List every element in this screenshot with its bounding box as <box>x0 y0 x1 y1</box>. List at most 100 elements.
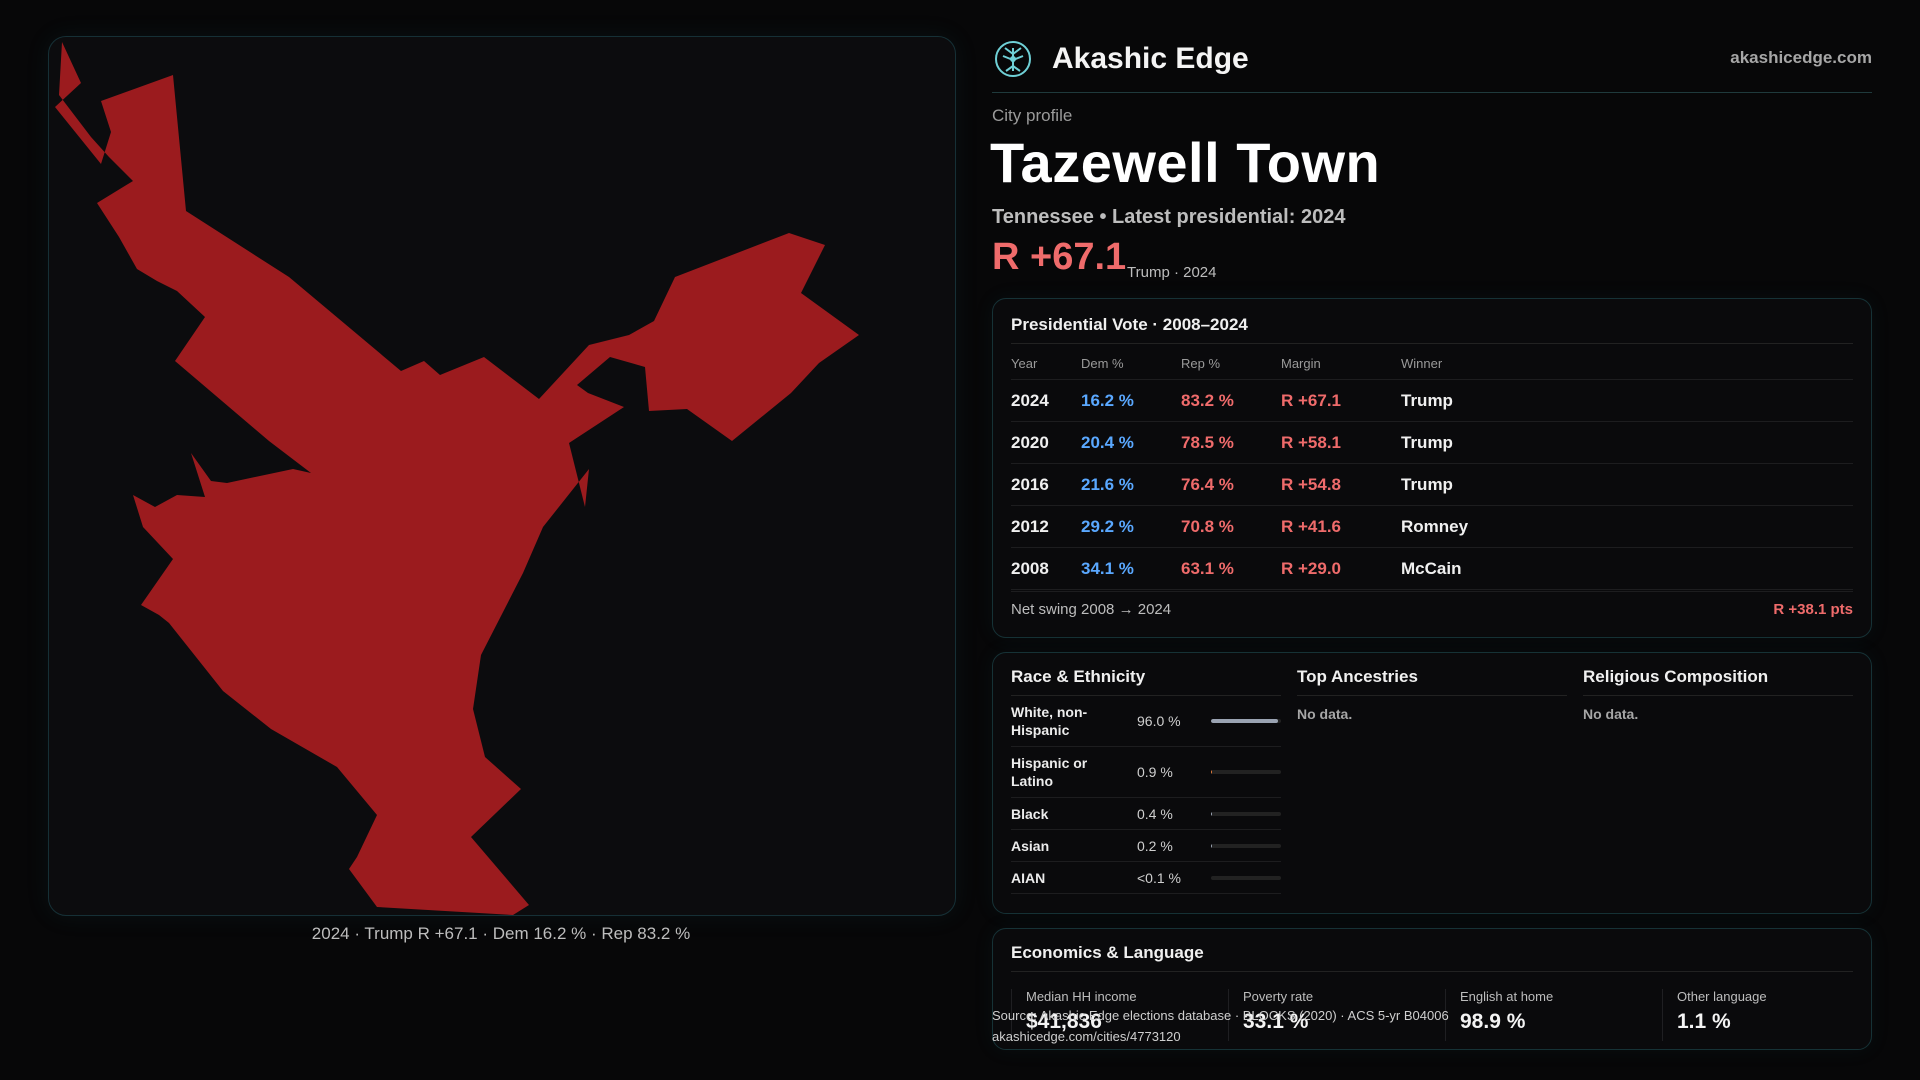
stat-value: 33.1 % <box>1243 1010 1309 1033</box>
cell-margin: R +58.1 <box>1281 421 1401 464</box>
stat-poverty-rate: Poverty rate 33.1 % <box>1228 989 1443 1041</box>
table-row: 2020 20.4 % 78.5 % R +58.1 Trump <box>1011 421 1853 464</box>
cell-winner: McCain <box>1401 547 1853 590</box>
cell-rep: 78.5 % <box>1181 421 1281 464</box>
stat-label: Poverty rate <box>1243 989 1314 1004</box>
race-row: White, non-Hispanic 96.0 % <box>1011 696 1281 747</box>
table-row: 2012 29.2 % 70.8 % R +41.6 Romney <box>1011 505 1853 548</box>
race-row: Hispanic or Latino 0.9 % <box>1011 747 1281 798</box>
cell-rep: 76.4 % <box>1181 463 1281 506</box>
cell-dem: 16.2 % <box>1081 379 1181 422</box>
stat-label: English at home <box>1460 989 1554 1004</box>
race-row: Black 0.4 % <box>1011 798 1281 830</box>
stat-english-home: English at home 98.9 % <box>1445 989 1660 1041</box>
cell-margin: R +67.1 <box>1281 379 1401 422</box>
page-title: Tazewell Town <box>990 131 1381 194</box>
race-row: AIAN <0.1 % <box>1011 862 1281 894</box>
profile-eyebrow: City profile <box>992 106 1073 125</box>
divider <box>1011 971 1853 972</box>
divider <box>1011 343 1853 344</box>
presidential-vote-card: Presidential Vote · 2008–2024 Year Dem %… <box>992 298 1872 638</box>
stat-value: $41,836 <box>1026 1010 1102 1033</box>
race-bar <box>1211 843 1281 848</box>
stat-label: Median HH income <box>1026 989 1137 1004</box>
cell-dem: 21.6 % <box>1081 463 1181 506</box>
race-bar-fill <box>1211 843 1213 848</box>
cell-rep: 70.8 % <box>1181 505 1281 548</box>
race-ethnicity-section: Race & Ethnicity White, non-Hispanic 96.… <box>1011 667 1281 894</box>
race-bar <box>1211 875 1281 880</box>
race-label: Asian <box>1011 837 1050 854</box>
tree-of-life-icon <box>995 41 1031 77</box>
brand-name: Akashic Edge <box>1052 42 1249 75</box>
race-value: 0.9 % <box>1137 764 1173 780</box>
race-section-title: Race & Ethnicity <box>1011 667 1281 696</box>
economics-title: Economics & Language <box>1011 943 1204 962</box>
race-value: 0.2 % <box>1137 837 1173 854</box>
map-caption: 2024 · Trump R +67.1 · Dem 16.2 % · Rep … <box>311 924 691 943</box>
cell-dem: 20.4 % <box>1081 421 1181 464</box>
race-label: AIAN <box>1011 869 1046 886</box>
race-bar <box>1211 719 1281 723</box>
cell-winner: Romney <box>1401 505 1853 548</box>
cell-margin: R +54.8 <box>1281 463 1401 506</box>
stat-other-language: Other language 1.1 % <box>1662 989 1877 1041</box>
race-value: 0.4 % <box>1137 805 1173 822</box>
race-bar-fill <box>1211 770 1213 774</box>
race-value: <0.1 % <box>1137 869 1181 886</box>
cell-year: 2012 <box>1011 505 1081 548</box>
cell-winner: Trump <box>1401 421 1853 464</box>
page-subtitle: Tennessee • Latest presidential: 2024 <box>992 206 1346 228</box>
race-value: 96.0 % <box>1137 713 1181 729</box>
header-margin: Margin <box>1281 347 1401 380</box>
vote-table: Year Dem % Rep % Margin Winner 2024 16.2… <box>1011 347 1853 590</box>
cell-year: 2024 <box>1011 379 1081 422</box>
stat-label: Other language <box>1677 989 1767 1004</box>
cell-margin: R +29.0 <box>1281 547 1401 590</box>
economics-card: Economics & Language Median HH income $4… <box>992 928 1872 1050</box>
cell-dem: 29.2 % <box>1081 505 1181 548</box>
vote-card-title: Presidential Vote · 2008–2024 <box>1011 315 1248 334</box>
cell-dem: 34.1 % <box>1081 547 1181 590</box>
stat-value: 98.9 % <box>1460 1010 1526 1033</box>
city-boundary-shape <box>55 42 859 915</box>
religion-title: Religious Composition <box>1583 667 1853 696</box>
source-note: Source: Akashic Edge elections database … <box>992 1005 1449 1047</box>
cell-margin: R +41.6 <box>1281 505 1401 548</box>
race-label: White, non-Hispanic <box>1011 704 1088 738</box>
net-swing-value: R +38.1 pts <box>1773 601 1853 618</box>
stat-value: 1.1 % <box>1677 1010 1731 1033</box>
brand-header: Akashic Edge akashicedge.com <box>992 36 1872 93</box>
divider <box>1011 591 1853 592</box>
stat-median-income: Median HH income $41,836 <box>1011 989 1226 1041</box>
religion-empty: No data. <box>1583 706 1639 722</box>
city-map-panel[interactable] <box>48 36 956 916</box>
table-row: 2024 16.2 % 83.2 % R +67.1 Trump <box>1011 379 1853 422</box>
brand-url-link[interactable]: akashicedge.com <box>1730 48 1872 67</box>
city-boundary-map <box>55 42 859 915</box>
header-year: Year <box>1011 347 1081 380</box>
table-row: 2016 21.6 % 76.4 % R +54.8 Trump <box>1011 463 1853 506</box>
header-winner: Winner <box>1401 347 1853 380</box>
latest-margin-note: Trump · 2024 <box>1127 264 1217 281</box>
ancestries-section: Top Ancestries No data. <box>1297 667 1567 722</box>
ancestries-title: Top Ancestries <box>1297 667 1567 696</box>
net-swing-label: Net swing 2008 → 2024 <box>1011 601 1172 618</box>
header-rep: Rep % <box>1181 347 1281 380</box>
race-bar <box>1211 770 1281 774</box>
race-label: Black <box>1011 805 1049 822</box>
cell-winner: Trump <box>1401 463 1853 506</box>
cell-winner: Trump <box>1401 379 1853 422</box>
race-bar-fill <box>1211 719 1279 723</box>
demographics-card: Race & Ethnicity White, non-Hispanic 96.… <box>992 652 1872 914</box>
cell-year: 2020 <box>1011 421 1081 464</box>
ancestries-empty: No data. <box>1297 706 1353 722</box>
race-bar <box>1211 811 1281 816</box>
source-url-link[interactable]: akashicedge.com/cities/4773120 <box>992 1029 1181 1044</box>
latest-margin: R +67.1 <box>992 236 1127 278</box>
vote-table-header: Year Dem % Rep % Margin Winner <box>1011 347 1853 380</box>
race-row: Asian 0.2 % <box>1011 830 1281 862</box>
cell-year: 2016 <box>1011 463 1081 506</box>
race-bar-fill <box>1211 811 1213 816</box>
race-label: Hispanic or Latino <box>1011 755 1088 789</box>
